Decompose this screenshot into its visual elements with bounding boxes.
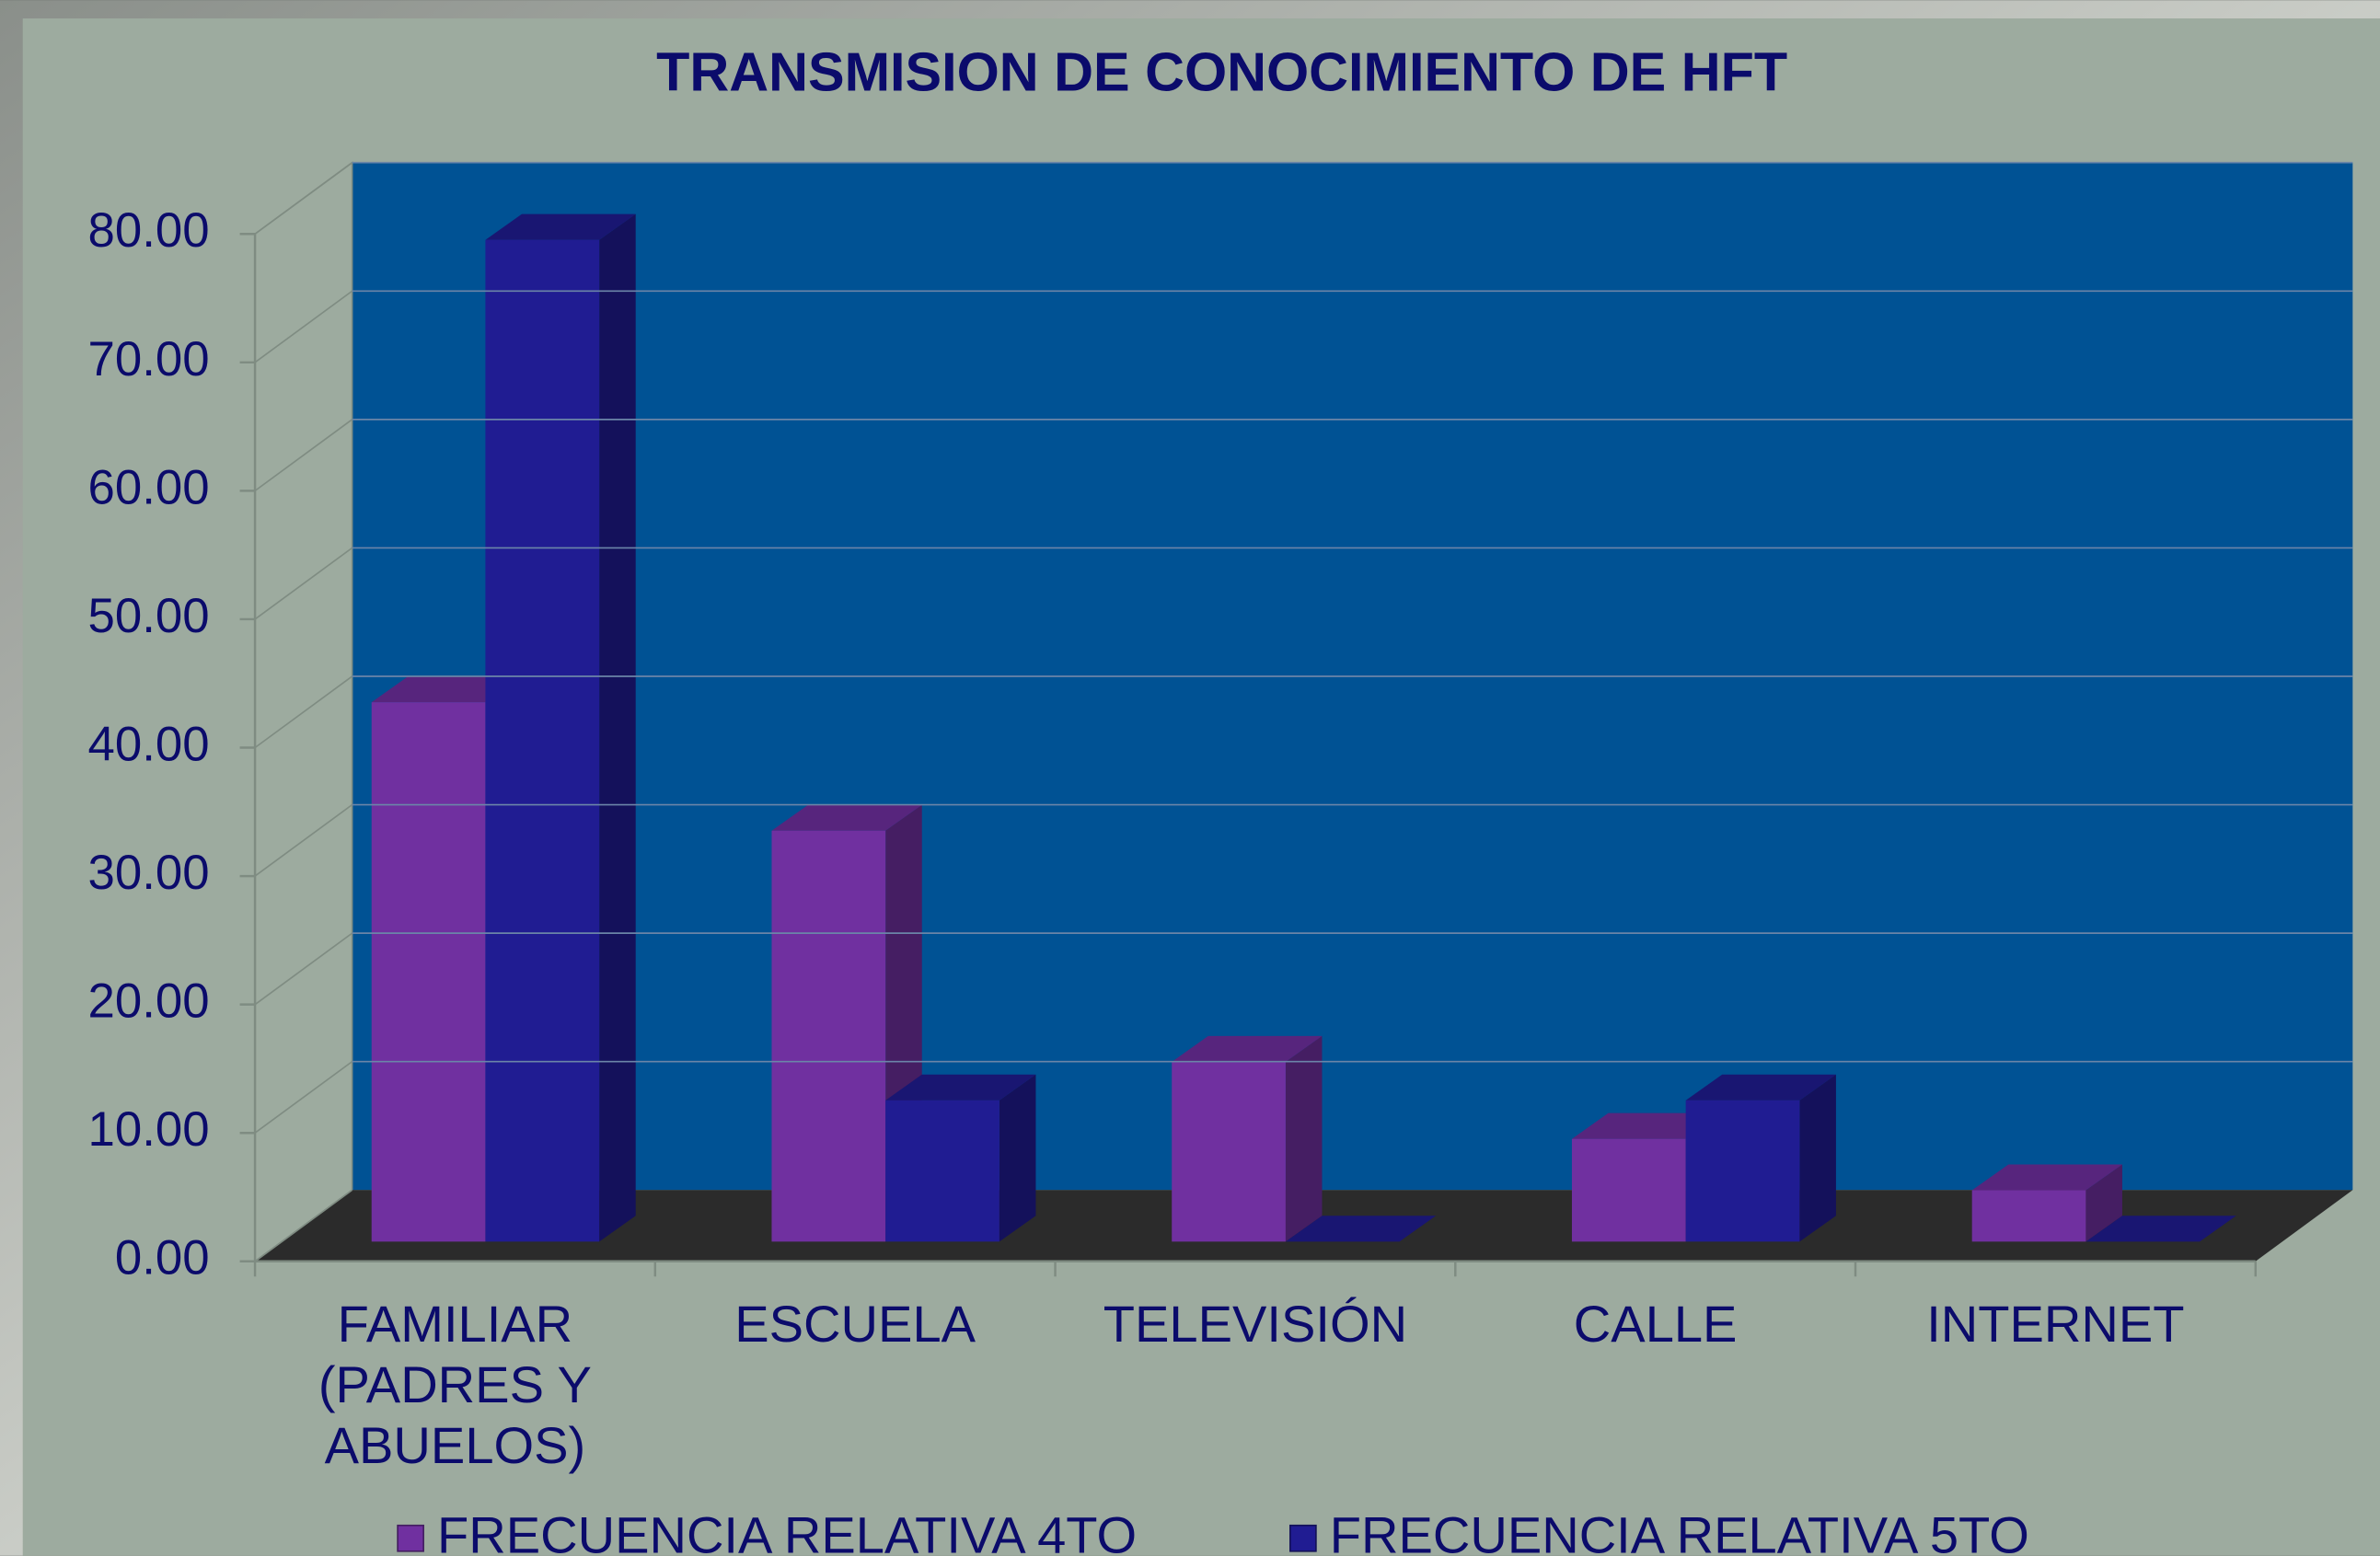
y-tick-label: 80.00 <box>88 203 210 258</box>
x-label-box: ESCUELA <box>673 1295 1037 1492</box>
y-tick-label: 70.00 <box>88 332 210 386</box>
chart: TRANSMISION DE CONOCIMIENTO DE HFT 0.00 1… <box>0 0 2380 1556</box>
bar <box>1172 1036 1322 1241</box>
y-tick-label: 0.00 <box>115 1231 210 1285</box>
x-tick-label: FAMILIAR (PADRES Y ABUELOS) <box>273 1295 638 1477</box>
bar-side <box>1286 1036 1323 1241</box>
x-tick-label: TELEVISIÓN <box>1073 1295 1438 1355</box>
bar-front <box>885 1101 999 1242</box>
bar <box>1686 1075 1836 1242</box>
y-tick-label: 40.00 <box>88 717 210 771</box>
bar-side <box>599 214 636 1242</box>
bar <box>1972 1164 2122 1241</box>
bar-front <box>1572 1139 1686 1242</box>
legend-label: FRECUENCIA RELATIVA 4TO <box>437 1505 1137 1556</box>
chart-title: TRANSMISION DE CONOCIMIENTO DE HFT <box>656 40 1787 102</box>
y-tick-label: 60.00 <box>88 460 210 514</box>
legend-swatch <box>1290 1526 1316 1551</box>
page: TRANSMISION DE CONOCIMIENTO DE HFT 0.00 1… <box>0 0 2380 1556</box>
legend-label: FRECUENCIA RELATIVA 5TO <box>1330 1505 2029 1556</box>
x-label-box: CALLE <box>1473 1295 1838 1492</box>
bar <box>485 214 635 1242</box>
bar-front <box>1972 1191 2086 1242</box>
x-tick-label: INTERNET <box>1873 1295 2237 1355</box>
bar <box>885 1075 1035 1242</box>
x-tick-label: CALLE <box>1473 1295 1838 1355</box>
bar-side <box>1799 1075 1836 1242</box>
y-tick-label: 10.00 <box>88 1102 210 1157</box>
x-label-box: INTERNET <box>1873 1295 2237 1492</box>
bar-front <box>1172 1062 1286 1241</box>
bar-front <box>485 240 599 1242</box>
x-tick-label: ESCUELA <box>673 1295 1037 1355</box>
x-label-box: FAMILIAR (PADRES Y ABUELOS) <box>273 1295 638 1492</box>
y-tick-label: 50.00 <box>88 589 210 643</box>
y-tick-label: 30.00 <box>88 846 210 900</box>
y-tick-label: 20.00 <box>88 974 210 1029</box>
x-label-box: TELEVISIÓN <box>1073 1295 1438 1492</box>
legend-swatch <box>398 1526 423 1551</box>
bar-side <box>999 1075 1036 1242</box>
bar-front <box>1686 1101 1800 1242</box>
bar-front <box>372 702 486 1241</box>
bar-front <box>771 831 885 1242</box>
